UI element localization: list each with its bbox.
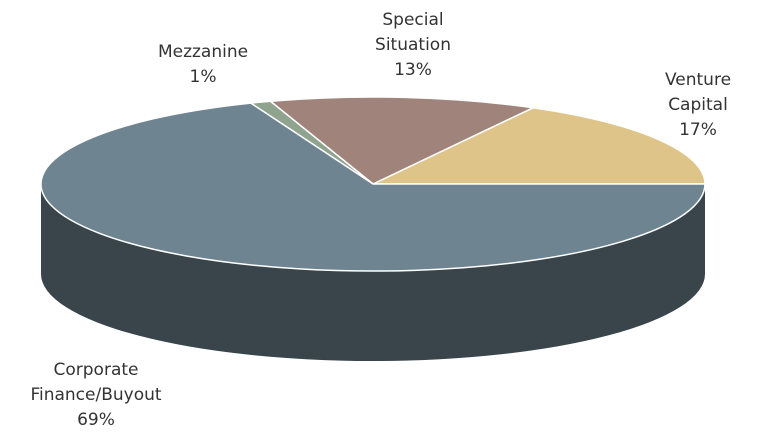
value-label: 13% <box>394 60 432 80</box>
slice-label: Venture Capital 17% <box>648 68 748 143</box>
slice <box>40 102 706 272</box>
value-label: 69% <box>77 410 115 430</box>
slice <box>269 96 534 185</box>
slice-label: Mezzanine 1% <box>143 40 263 90</box>
category-label: Mezzanine <box>157 42 249 62</box>
slice-side <box>41 184 705 361</box>
slice-label: Corporate Finance/Buyout 69% <box>11 358 181 433</box>
category-label: Corporate Finance/Buyout <box>30 360 162 405</box>
value-label: 1% <box>189 67 217 87</box>
category-label: Venture Capital <box>664 70 732 115</box>
slice <box>372 107 706 185</box>
slice-label: Special Situation 13% <box>363 8 463 83</box>
category-label: Special Situation <box>375 10 451 55</box>
value-label: 17% <box>679 120 717 140</box>
